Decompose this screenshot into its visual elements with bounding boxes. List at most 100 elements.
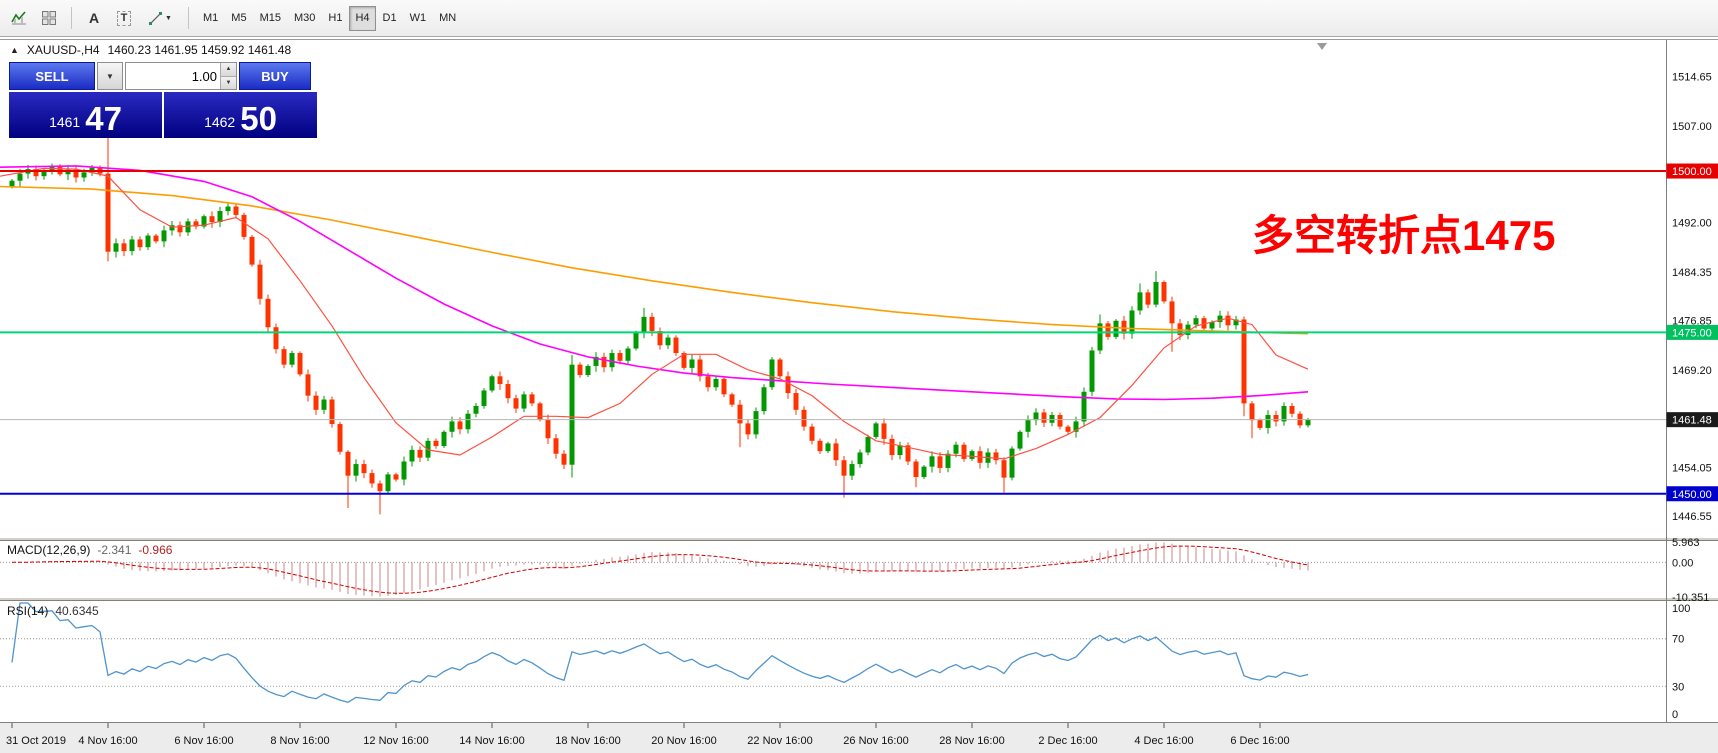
font-tool-glyph: A	[88, 10, 100, 26]
buy-price-display[interactable]: 1462 50	[164, 92, 317, 138]
indicators-icon[interactable]	[5, 6, 33, 31]
rsi-header: RSI(14) 40.6345	[7, 604, 99, 618]
svg-text:1514.65: 1514.65	[1672, 71, 1712, 83]
svg-text:1484.35: 1484.35	[1672, 267, 1712, 279]
macd-histogram	[19, 542, 1309, 597]
tf-button-m1[interactable]: M1	[197, 6, 224, 31]
svg-text:1507.00: 1507.00	[1672, 121, 1712, 133]
chart-shift-marker	[1317, 43, 1327, 50]
price-badge-1450.00	[1666, 486, 1718, 502]
toolbar-separator	[71, 7, 72, 29]
tf-button-m30[interactable]: M30	[288, 6, 321, 31]
svg-text:4 Nov 16:00: 4 Nov 16:00	[78, 735, 137, 747]
svg-text:30: 30	[1672, 681, 1684, 693]
ma-medium-line	[0, 165, 1309, 401]
macd-signal-line	[12, 545, 1309, 594]
text-label-tool-glyph: T	[116, 10, 132, 26]
buy-price-big: 50	[240, 100, 277, 137]
rsi-indicator: 100 70 30 0	[0, 602, 1690, 721]
svg-text:6 Dec 16:00: 6 Dec 16:00	[1230, 735, 1289, 747]
svg-text:20 Nov 16:00: 20 Nov 16:00	[651, 735, 716, 747]
svg-text:6 Nov 16:00: 6 Nov 16:00	[174, 735, 233, 747]
price-badge-1500.00	[1666, 163, 1718, 179]
svg-text:1469.20: 1469.20	[1672, 365, 1712, 377]
tf-button-m15[interactable]: M15	[254, 6, 287, 31]
one-click-collapse-icon[interactable]: ▲	[10, 45, 19, 55]
volume-input[interactable]	[126, 63, 220, 89]
svg-text:4 Dec 16:00: 4 Dec 16:00	[1134, 735, 1193, 747]
chart-title: ▲ XAUUSD-,H4 1460.23 1461.95 1459.92 146…	[10, 43, 291, 57]
time-axis[interactable]: 31 Oct 2019 4 Nov 16:00 6 Nov 16:00 8 Nov 1…	[6, 723, 1290, 747]
svg-text:0: 0	[1672, 709, 1678, 721]
tile-windows-icon[interactable]	[35, 6, 63, 31]
svg-text:12 Nov 16:00: 12 Nov 16:00	[363, 735, 428, 747]
svg-text:14 Nov 16:00: 14 Nov 16:00	[459, 735, 524, 747]
svg-text:1500.00: 1500.00	[1672, 166, 1712, 178]
volume-stepper: ▲ ▼	[220, 63, 236, 89]
svg-text:70: 70	[1672, 634, 1684, 646]
svg-text:31 Oct 2019: 31 Oct 2019	[6, 735, 66, 747]
buy-button[interactable]: BUY	[239, 62, 311, 90]
volume-step-up-button[interactable]: ▲	[221, 63, 236, 77]
macd-value: -2.341	[97, 543, 132, 557]
tf-button-h4[interactable]: H4	[349, 5, 376, 31]
macd-label: MACD(12,26,9)	[7, 543, 91, 557]
macd-header: MACD(12,26,9) -2.341 -0.966	[7, 543, 172, 557]
chevron-down-icon: ▼	[106, 71, 114, 81]
svg-text:2 Dec 16:00: 2 Dec 16:00	[1038, 735, 1097, 747]
volume-step-down-button[interactable]: ▼	[221, 76, 236, 89]
svg-text:1446.55: 1446.55	[1672, 511, 1712, 523]
one-click-trading-panel: SELL ▼ ▲ ▼ BUY 1461 47 1462 50	[9, 62, 317, 138]
volume-dropdown-button[interactable]: ▼	[97, 62, 123, 90]
svg-text:26 Nov 16:00: 26 Nov 16:00	[843, 735, 908, 747]
tf-button-m5[interactable]: M5	[225, 6, 252, 31]
buy-price-small: 1462	[204, 114, 236, 130]
ma-lines	[0, 165, 1309, 460]
price-badge-1461.48	[1666, 412, 1718, 428]
svg-text:-10.351: -10.351	[1672, 592, 1709, 604]
price-badge-1475.00	[1666, 324, 1718, 340]
text-label-tool-icon[interactable]: T	[110, 6, 138, 31]
chart-symbol-period: XAUUSD-,H4	[26, 43, 100, 57]
indicators-icon-glyph	[11, 11, 26, 25]
chart-window-background	[0, 37, 1718, 753]
rsi-label: RSI(14)	[7, 604, 49, 618]
svg-text:8 Nov 16:00: 8 Nov 16:00	[270, 735, 329, 747]
svg-text:100: 100	[1672, 603, 1690, 615]
sell-price-small: 1461	[49, 114, 81, 130]
svg-text:1450.00: 1450.00	[1672, 489, 1712, 501]
ma-slow-line	[0, 185, 1309, 335]
svg-text:1475.00: 1475.00	[1672, 327, 1712, 339]
chart-annotation-text: 多空转折点1475	[1252, 212, 1556, 259]
rsi-line	[11, 602, 1309, 704]
volume-field-wrap: ▲ ▼	[125, 62, 237, 90]
sell-button[interactable]: SELL	[9, 62, 95, 90]
svg-text:28 Nov 16:00: 28 Nov 16:00	[939, 735, 1004, 747]
trade-panel-prices: 1461 47 1462 50	[9, 92, 317, 138]
tf-button-w1[interactable]: W1	[404, 6, 433, 31]
trendline-icon-glyph	[149, 11, 163, 25]
main-toolbar: A T ▼ M1 M5 M15 M30 H1 H4 D1 W1 MN	[0, 0, 1718, 37]
pane-dividers	[0, 39, 1718, 753]
svg-text:18 Nov 16:00: 18 Nov 16:00	[555, 735, 620, 747]
rsi-value: 40.6345	[55, 604, 99, 618]
svg-text:1476.85: 1476.85	[1672, 315, 1712, 327]
tf-button-mn[interactable]: MN	[433, 6, 462, 31]
trade-panel-controls: SELL ▼ ▲ ▼ BUY	[9, 62, 317, 90]
svg-text:1461.48: 1461.48	[1672, 415, 1712, 427]
chevron-down-icon: ▼	[165, 14, 172, 22]
tile-windows-icon-glyph	[42, 11, 56, 25]
macd-indicator: 5.963 0.00 -10.351	[0, 537, 1709, 604]
ma-fast-line	[0, 167, 1309, 460]
tf-button-d1[interactable]: D1	[377, 6, 403, 31]
macd-signal-value: -0.966	[138, 543, 173, 557]
svg-text:5.963: 5.963	[1672, 537, 1700, 549]
font-tool-icon[interactable]: A	[80, 6, 108, 31]
tf-button-h1[interactable]: H1	[322, 6, 348, 31]
drawing-tools-icon[interactable]: ▼	[140, 6, 180, 31]
timeframe-toolbar: M1 M5 M15 M30 H1 H4 D1 W1 MN	[197, 5, 462, 31]
price-axis[interactable]: 1514.65 1507.00 1492.00 1484.35 1476.85 1469.…	[1666, 71, 1718, 523]
sell-price-big: 47	[85, 100, 122, 137]
sell-price-display[interactable]: 1461 47	[9, 92, 162, 138]
